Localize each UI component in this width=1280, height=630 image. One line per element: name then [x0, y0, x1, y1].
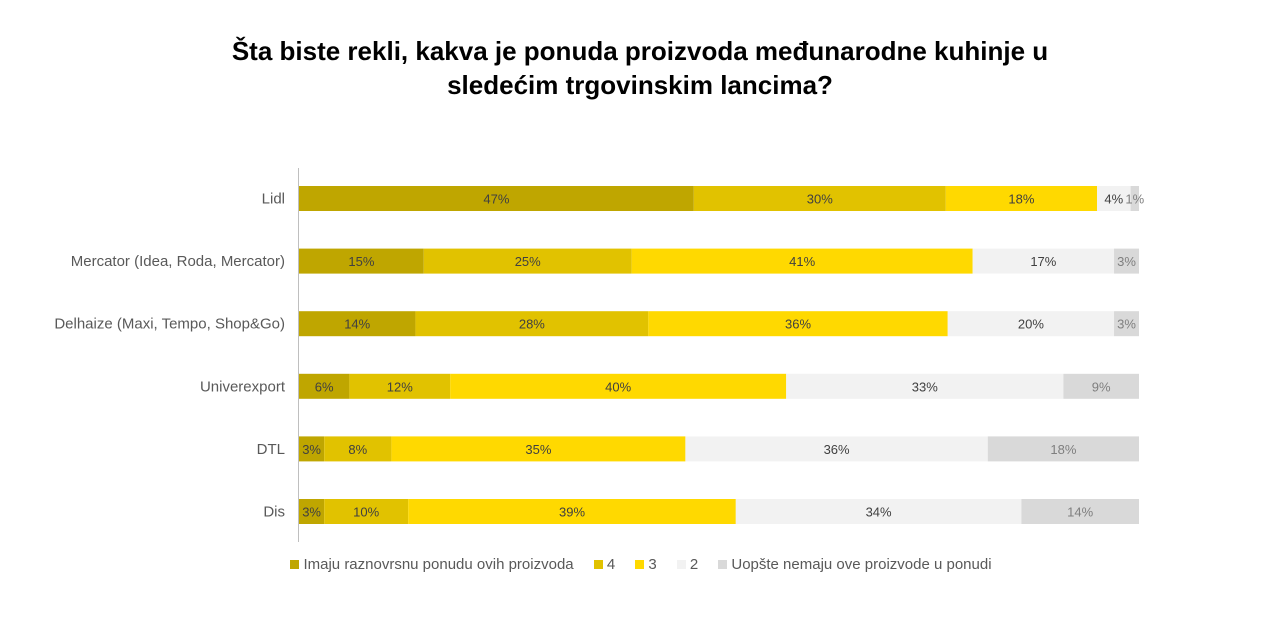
- bar-segment: [415, 311, 649, 337]
- legend-swatch-1: [290, 560, 300, 569]
- legend-label-2: 4: [606, 556, 616, 573]
- data-label: 40%: [605, 379, 631, 394]
- bar-segment: [685, 436, 988, 462]
- data-label: 6%: [315, 379, 334, 394]
- bar-segment: [299, 436, 325, 462]
- data-label: 14%: [344, 317, 370, 332]
- category-label: Univerexport: [200, 378, 286, 395]
- bar-segment: [299, 248, 424, 274]
- category-label: Delhaize (Maxi, Tempo, Shop&Go): [54, 316, 285, 333]
- bar-segment: [324, 499, 409, 524]
- data-label: 1%: [1125, 192, 1144, 207]
- data-label: 47%: [483, 192, 509, 207]
- data-label: 39%: [559, 505, 585, 520]
- category-label: Mercator (Idea, Roda, Mercator): [71, 253, 285, 270]
- legend: Imaju raznovrsnu ponudu ovih proizvoda 4…: [0, 556, 1280, 573]
- bar-segment: [299, 373, 350, 399]
- bar-segment: [299, 499, 325, 524]
- data-label: 35%: [525, 442, 551, 457]
- data-label: 14%: [1067, 505, 1093, 520]
- category-label: Lidl: [262, 191, 285, 208]
- legend-item-3: 3: [635, 556, 657, 573]
- category-label: Dis: [263, 504, 285, 521]
- data-label: 36%: [824, 442, 850, 457]
- bar-segment: [648, 311, 948, 337]
- legend-label-1: Imaju raznovrsnu ponudu ovih proizvoda: [303, 556, 574, 573]
- legend-item-4: 2: [676, 556, 699, 573]
- legend-swatch-5: [718, 560, 728, 569]
- bar-segment: [987, 436, 1139, 462]
- bar-segment: [1097, 186, 1131, 211]
- legend-item-1: Imaju raznovrsnu ponudu ovih proizvoda: [290, 556, 574, 573]
- legend-swatch-3: [635, 560, 645, 569]
- bar-segment: [324, 436, 392, 462]
- data-label: 17%: [1030, 254, 1056, 269]
- data-label: 3%: [302, 505, 321, 520]
- bar-segment: [972, 248, 1115, 274]
- data-label: 28%: [519, 317, 545, 332]
- bar-segment: [1063, 373, 1139, 399]
- bar-segment: [408, 499, 736, 524]
- legend-label-5: Uopšte nemaju ove proizvode u ponudi: [731, 556, 992, 573]
- bar-segment: [450, 373, 787, 399]
- bar-segment: [631, 248, 973, 274]
- data-label: 10%: [353, 505, 379, 520]
- legend-label-4: 2: [689, 556, 699, 573]
- bar-segment: [1114, 248, 1139, 274]
- legend-item-2: 4: [593, 556, 616, 573]
- bar-segment: [299, 311, 416, 337]
- data-label: 8%: [348, 442, 367, 457]
- data-label: 15%: [348, 254, 374, 269]
- chart-title-line-2: sledećim trgovinskim lancima?: [447, 70, 833, 100]
- bar-segment: [947, 311, 1115, 337]
- bar-segment: [423, 248, 632, 274]
- legend-swatch-2: [593, 560, 603, 569]
- data-label: 25%: [515, 254, 541, 269]
- data-label: 34%: [866, 505, 892, 520]
- data-label: 3%: [1117, 317, 1136, 332]
- data-label: 9%: [1092, 379, 1111, 394]
- data-label: 36%: [785, 317, 811, 332]
- data-label: 33%: [912, 379, 938, 394]
- data-label: 4%: [1104, 192, 1123, 207]
- data-label: 18%: [1050, 442, 1076, 457]
- bar-segment: [349, 373, 451, 399]
- bar-segment: [1130, 186, 1139, 211]
- data-label: 30%: [807, 192, 833, 207]
- bar-segment: [391, 436, 686, 462]
- legend-label-3: 3: [648, 556, 657, 573]
- bar-segment: [1021, 499, 1139, 524]
- bar-segment: [786, 373, 1064, 399]
- legend-item-5: Uopšte nemaju ove proizvode u ponudi: [718, 556, 992, 573]
- data-label: 18%: [1008, 192, 1034, 207]
- chart-title-line-1: Šta biste rekli, kakva je ponuda proizvo…: [231, 36, 1049, 66]
- bar-segment: [945, 186, 1097, 211]
- bar-segment: [1114, 311, 1139, 337]
- data-label: 3%: [302, 442, 321, 457]
- bar-segment: [735, 499, 1022, 524]
- bar-segment: [299, 186, 694, 211]
- chart-title: Šta biste rekli, kakva je ponuda proizvo…: [165, 34, 1115, 102]
- data-label: 12%: [387, 379, 413, 394]
- data-label: 20%: [1018, 317, 1044, 332]
- data-label: 3%: [1117, 254, 1136, 269]
- legend-swatch-4: [676, 560, 686, 569]
- bar-segment: [693, 186, 946, 211]
- data-label: 41%: [789, 254, 815, 269]
- category-label: DTL: [257, 441, 285, 458]
